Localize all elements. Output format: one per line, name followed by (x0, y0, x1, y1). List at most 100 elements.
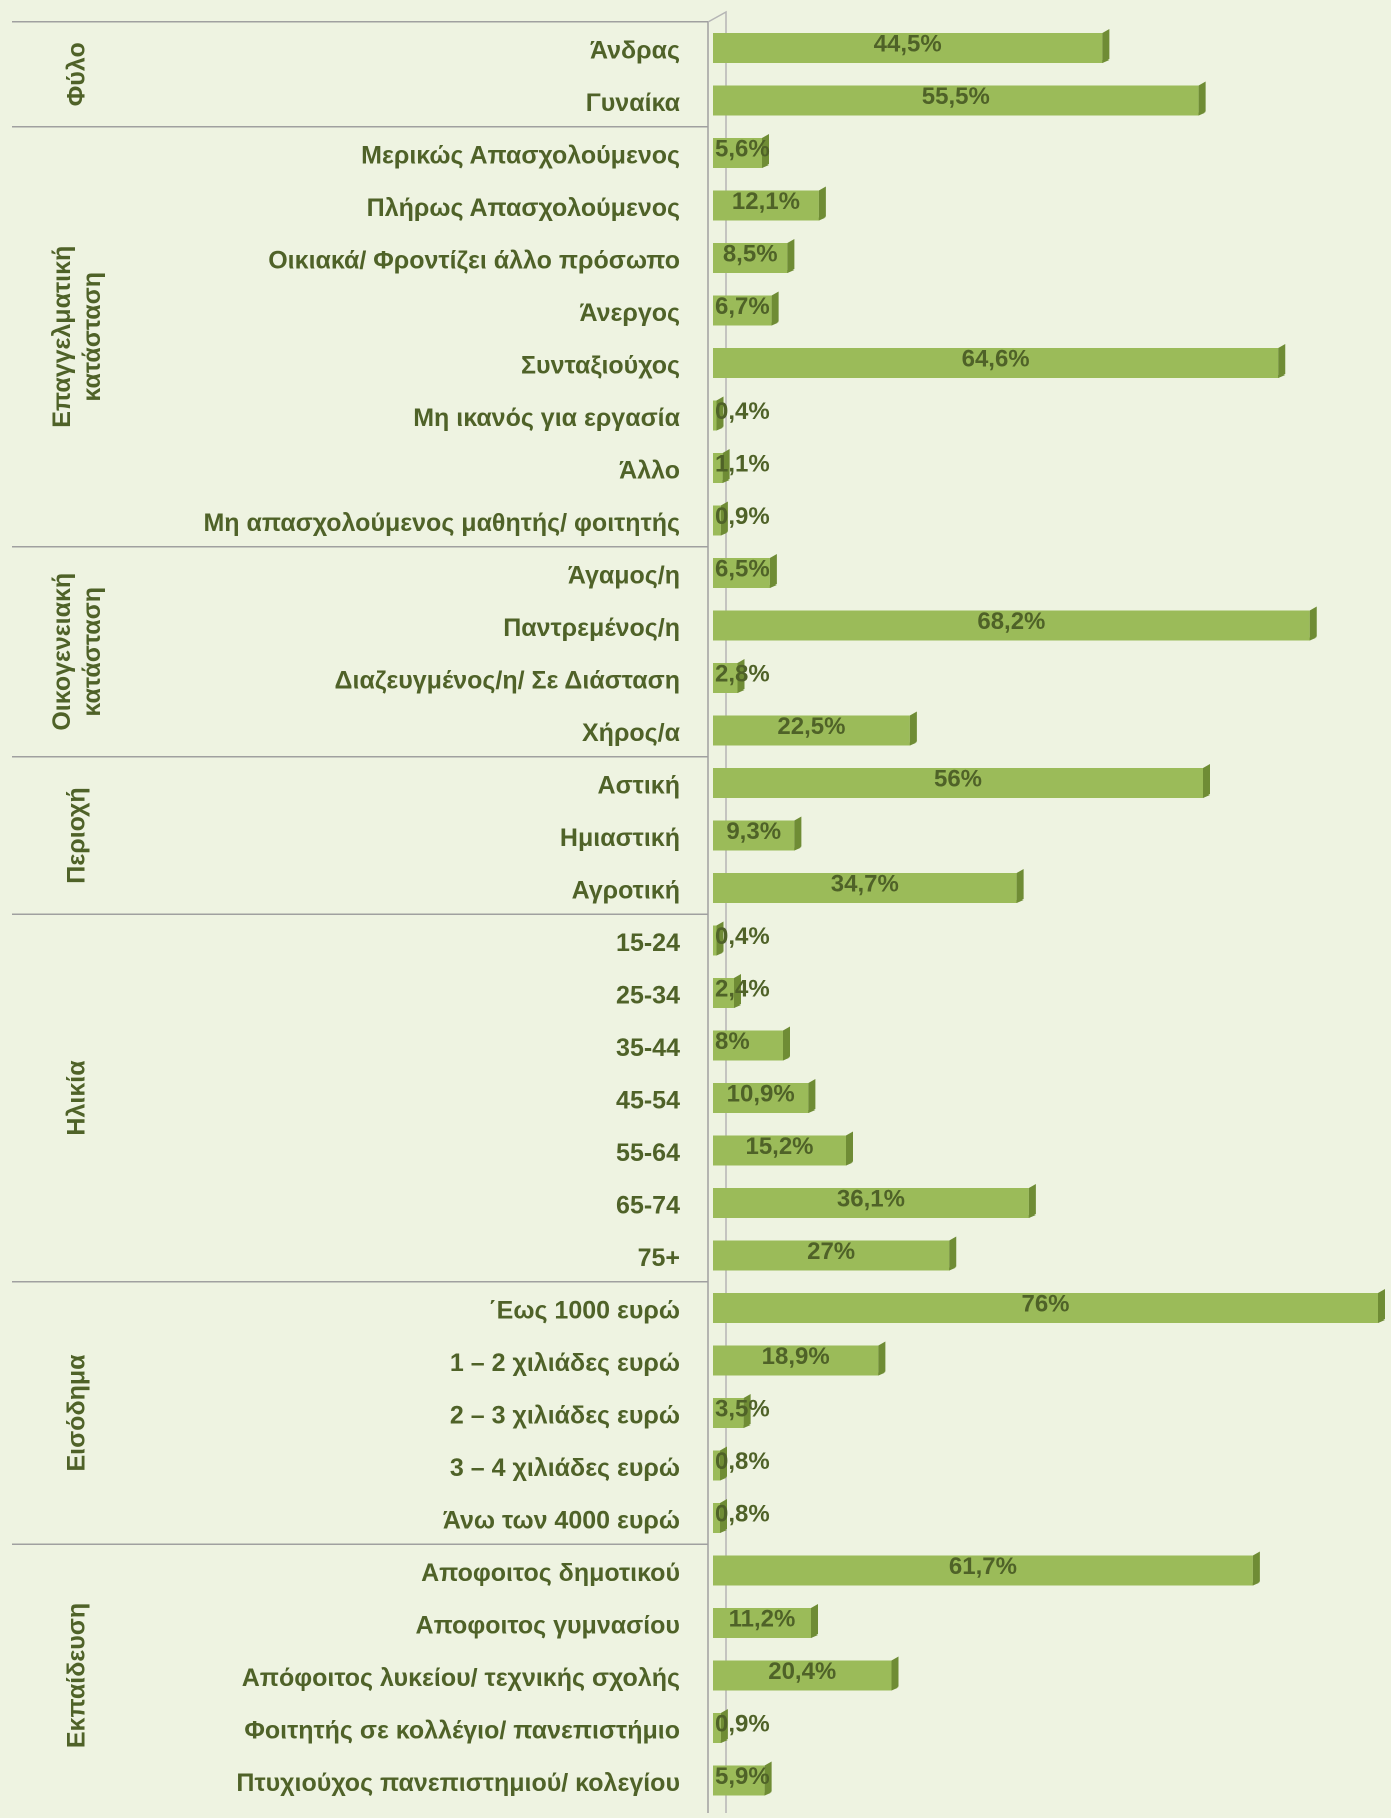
value-label: 44,5% (874, 30, 942, 57)
category-label: Οικιακά/ Φροντίζει άλλο πρόσωπο (268, 247, 680, 275)
bar (713, 921, 724, 956)
value-label: 0,4% (715, 923, 770, 950)
bar-side (909, 711, 917, 746)
bar-front (713, 1135, 846, 1166)
category-label: Άνδρας (590, 37, 680, 65)
bar (713, 29, 1110, 63)
value-label: 55,5% (922, 83, 990, 110)
bar-side (811, 1604, 818, 1638)
bar (713, 344, 1286, 378)
category-label: Αποφοιτος δημοτικού (421, 1559, 680, 1587)
category-label: Συνταξιούχος (521, 352, 680, 380)
bar-side (716, 396, 724, 431)
category-label: Άνεργος (579, 299, 680, 327)
bar (713, 501, 728, 536)
value-label: 15,2% (745, 1133, 813, 1160)
bar-side (1309, 606, 1317, 641)
bar-side (720, 1499, 727, 1533)
value-label: 36,1% (837, 1185, 905, 1212)
value-label: 0,8% (715, 1448, 770, 1475)
bar-side (787, 239, 795, 273)
bar (713, 186, 826, 221)
category-label: 55-64 (616, 1139, 680, 1167)
category-label: 65-74 (616, 1192, 680, 1220)
bar (713, 1499, 727, 1533)
bar-side (762, 134, 769, 168)
category-label: 45-54 (616, 1087, 680, 1115)
value-label: 11,2% (729, 1605, 796, 1632)
bar-side (1252, 1551, 1260, 1586)
value-label: 8% (715, 1028, 750, 1055)
bar-front (713, 1398, 744, 1428)
group-title: Επαγγελματικήκατάσταση (48, 246, 106, 428)
value-label: 8,5% (723, 240, 778, 267)
value-label: 68,2% (977, 608, 1045, 635)
bar (713, 1131, 853, 1166)
bar-front (713, 873, 1017, 903)
bar (713, 81, 1206, 116)
value-label: 10,9% (727, 1080, 795, 1107)
bar (713, 816, 802, 851)
bar-side (878, 1341, 886, 1376)
bar-side (783, 1026, 790, 1061)
group-title: Φύλο (63, 42, 91, 106)
bar-side (743, 1394, 751, 1428)
bar (713, 869, 1024, 903)
bar (713, 1341, 886, 1376)
bar-front (713, 1660, 892, 1691)
value-label: 20,4% (768, 1658, 836, 1685)
value-label: 6,7% (715, 293, 770, 320)
bar-front (713, 33, 1103, 63)
category-label: 15-24 (616, 929, 680, 957)
value-label: 64,6% (962, 345, 1030, 372)
category-label: Χήρος/α (582, 719, 681, 747)
category-label: Άλλο (619, 457, 680, 485)
category-label: Μη ικανός για εργασία (413, 404, 680, 432)
bar (713, 1604, 818, 1638)
bar (713, 1079, 816, 1113)
bar-front (713, 1503, 720, 1533)
value-label: 56% (934, 765, 982, 792)
value-label: 0,8% (715, 1500, 770, 1527)
bar (713, 554, 777, 588)
bar-front (713, 768, 1203, 798)
bar (713, 291, 779, 326)
bar-side (769, 554, 777, 588)
bar-front (713, 1450, 720, 1481)
category-label: Άγαμος/η (568, 562, 680, 590)
bar-side (1198, 81, 1206, 116)
bar-front (713, 978, 734, 1008)
category-label: 25-34 (616, 982, 680, 1010)
bar-side (1378, 1289, 1385, 1323)
bar (713, 659, 745, 693)
bar (713, 1656, 899, 1691)
category-label: 2 – 3 χιλιάδες ευρώ (450, 1402, 680, 1430)
bar-front (713, 348, 1279, 378)
value-label: 22,5% (777, 713, 845, 740)
value-label: 3,5% (715, 1395, 770, 1422)
group-title-line: κατάσταση (78, 587, 106, 717)
bar (713, 1709, 728, 1743)
bar-front (713, 295, 772, 326)
bar-side (1016, 869, 1024, 903)
category-label: 35-44 (616, 1034, 680, 1062)
value-label: 5,9% (715, 1763, 770, 1790)
category-label: Άνω των 4000 ευρώ (443, 1507, 680, 1535)
bar (713, 1026, 790, 1061)
value-label: 1,1% (715, 450, 770, 477)
bar-side (722, 449, 730, 483)
category-label: Μη απασχολούμενος μαθητής/ φοιτητής (203, 509, 680, 537)
bar-side (1102, 29, 1110, 63)
group-title-line: Επαγγελματική (48, 246, 76, 428)
category-label: Αστική (598, 772, 680, 800)
category-label: ΄Εως 1000 ευρώ (488, 1297, 680, 1325)
bar (713, 711, 917, 746)
category-label: Φοιτητής σε κολλέγιο/ πανεπιστήμιο (244, 1717, 680, 1745)
value-label: 76% (1021, 1290, 1069, 1317)
bar-side (720, 1446, 727, 1481)
bar-side (1278, 344, 1286, 378)
group-title-line: κατάσταση (78, 272, 106, 402)
bar-side (720, 1709, 728, 1743)
category-label: Γυναίκα (586, 89, 681, 117)
